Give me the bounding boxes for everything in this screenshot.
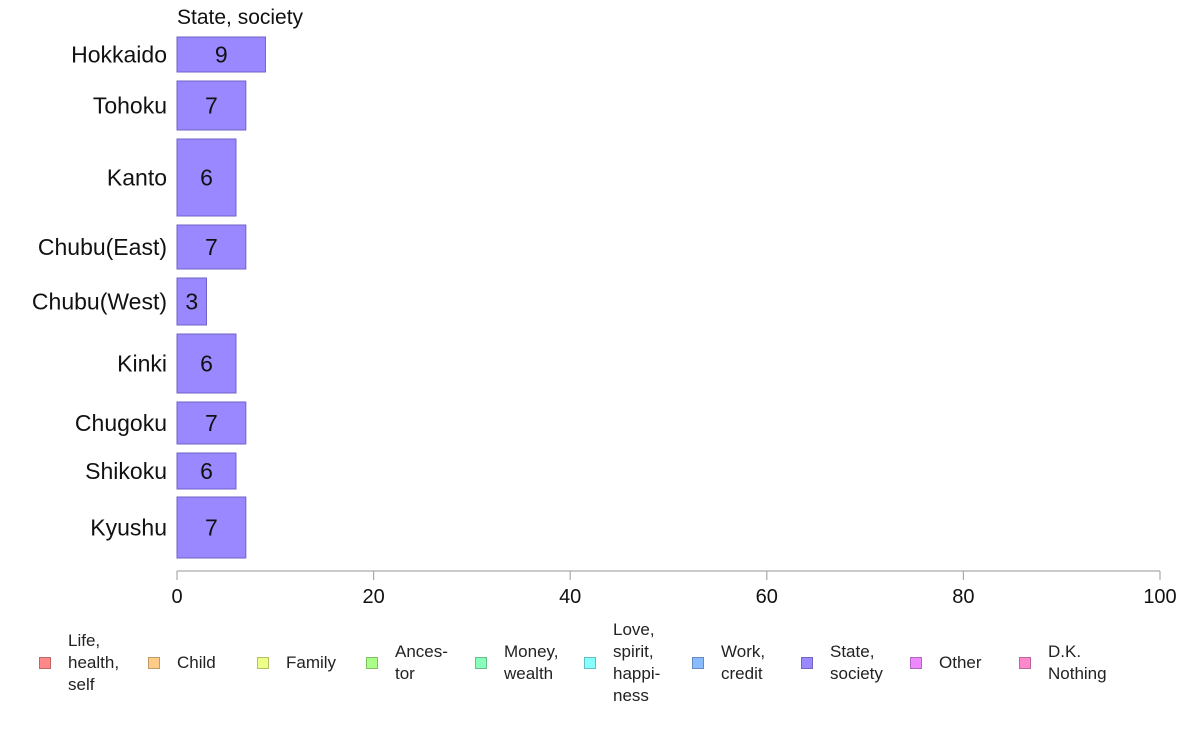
category-label: Shikoku [85,458,167,484]
bar [176,224,247,270]
bar-chart: 9 Hokkaido 7 Tohoku 6 Kanto 7 Chubu(East) 3 Chubu… [32,36,1177,608]
legend-label: State, society [830,642,883,683]
bar [176,452,237,490]
legend-swatch [910,657,922,669]
bar [176,138,237,217]
bar-value-label: 7 [205,515,218,541]
x-tick-label: 100 [1143,586,1176,608]
bar [176,333,237,394]
bar-value-label: 9 [215,42,228,68]
category-label: Kyushu [90,515,167,541]
x-tick-label: 80 [952,586,974,608]
legend-swatch [39,657,51,669]
chart-title: State, society [177,6,304,29]
legend-label: Money, wealth [504,642,559,683]
bar-value-label: 7 [205,234,218,260]
bar-value-label: 7 [205,410,218,436]
legend-label: Work, credit [721,642,766,683]
bar-value-label: 3 [185,289,198,315]
legend-label: Ances- tor [395,642,448,683]
category-label: Chubu(East) [38,234,167,260]
legend-label: Family [286,653,337,672]
legend-label: D.K. Nothing [1048,642,1107,683]
legend-swatch [148,657,160,669]
legend-label: Child [177,653,216,672]
bars-group: 9 Hokkaido 7 Tohoku 6 Kanto 7 Chubu(East) 3 Chubu… [32,36,266,559]
legend-swatch [692,657,704,669]
legend-label: Life, health, self [68,631,120,694]
x-tick-label: 0 [171,586,182,608]
x-tick-label: 40 [559,586,581,608]
x-axis: 0 20 40 60 80 100 [171,570,1177,608]
bar [176,80,247,131]
bar [176,36,266,73]
legend-swatch [801,657,813,669]
x-tick-label: 20 [362,586,384,608]
legend-swatch [475,657,487,669]
category-label: Kanto [107,165,167,191]
legend-swatch [584,657,596,669]
legend-swatch [366,657,378,669]
legend-label: Other [939,653,982,672]
legend-swatch [1019,657,1031,669]
bar-value-label: 6 [200,165,213,191]
x-tick-label: 60 [756,586,778,608]
legend-swatch [257,657,269,669]
legend: Life, health, self Child Family Ances- tor M… [0,618,1188,718]
bar-value-label: 7 [205,93,218,119]
bar [176,496,247,559]
category-label: Chugoku [75,410,167,436]
category-label: Tohoku [93,93,167,119]
category-label: Kinki [117,351,167,377]
category-label: Chubu(West) [32,289,167,315]
legend-label: Love, spirit, happi- ness [613,620,661,705]
category-label: Hokkaido [71,42,167,68]
bar-value-label: 6 [200,458,213,484]
bar-value-label: 6 [200,351,213,377]
bar [176,277,207,326]
bar [176,401,247,445]
